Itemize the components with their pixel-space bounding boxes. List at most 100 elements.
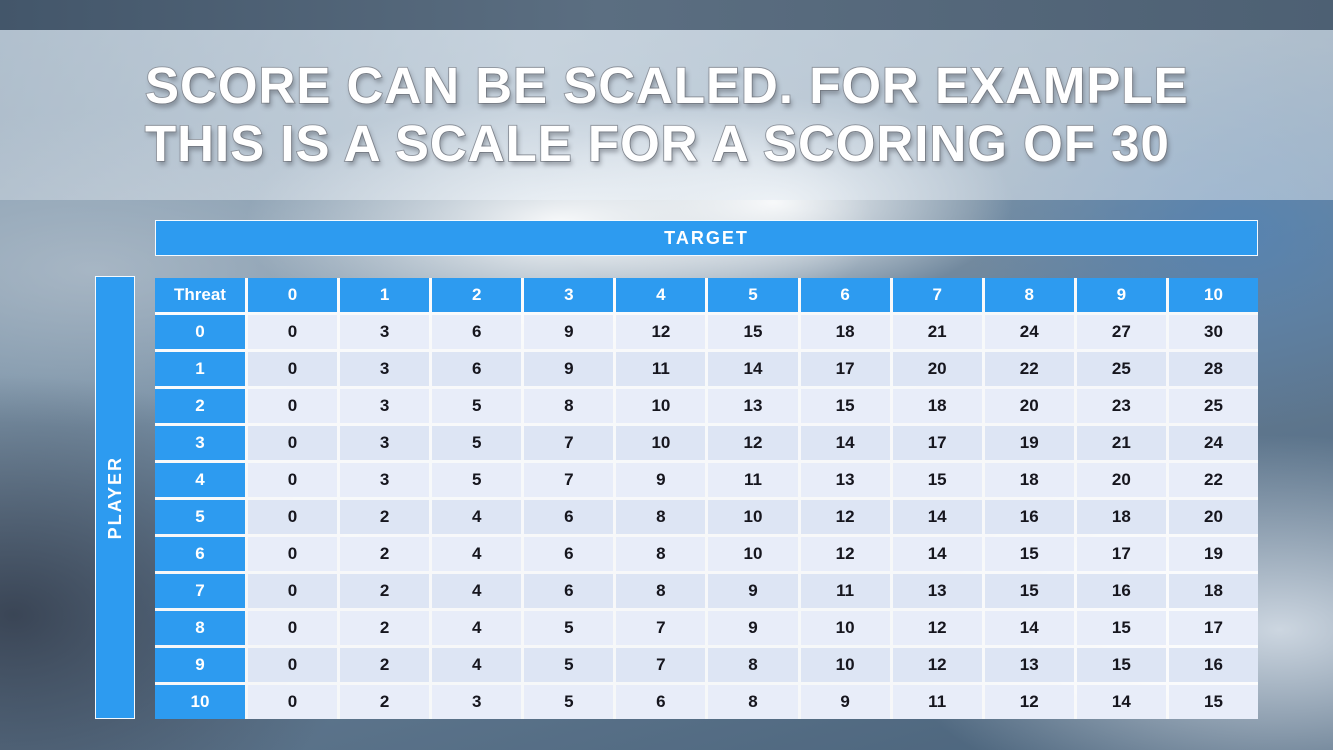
score-cell-5-3: 6 (524, 500, 614, 534)
score-cell-7-4: 8 (616, 574, 706, 608)
score-cell-4-2: 5 (432, 463, 522, 497)
score-cell-2-2: 5 (432, 389, 522, 423)
col-header-2: 2 (432, 278, 522, 312)
score-cell-10-6: 9 (800, 685, 890, 719)
score-cell-10-0: 0 (248, 685, 338, 719)
score-cell-2-7: 18 (892, 389, 982, 423)
score-cell-2-6: 15 (800, 389, 890, 423)
row-header-3: 3 (155, 426, 245, 460)
col-header-4: 4 (616, 278, 706, 312)
score-cell-9-10: 16 (1168, 648, 1258, 682)
score-cell-5-4: 8 (616, 500, 706, 534)
score-cell-9-2: 4 (432, 648, 522, 682)
score-cell-9-8: 13 (984, 648, 1074, 682)
col-header-7: 7 (892, 278, 982, 312)
score-cell-0-1: 3 (340, 315, 430, 349)
score-cell-0-5: 15 (708, 315, 798, 349)
score-cell-4-9: 20 (1076, 463, 1166, 497)
score-cell-7-9: 16 (1076, 574, 1166, 608)
score-cell-5-7: 14 (892, 500, 982, 534)
col-header-3: 3 (524, 278, 614, 312)
score-cell-1-8: 22 (984, 352, 1074, 386)
score-cell-1-9: 25 (1076, 352, 1166, 386)
score-cell-3-0: 0 (248, 426, 338, 460)
score-cell-7-7: 13 (892, 574, 982, 608)
score-cell-0-6: 18 (800, 315, 890, 349)
score-cell-1-0: 0 (248, 352, 338, 386)
score-cell-9-4: 7 (616, 648, 706, 682)
col-header-6: 6 (800, 278, 890, 312)
row-header-5: 5 (155, 500, 245, 534)
score-cell-6-3: 6 (524, 537, 614, 571)
row-header-1: 1 (155, 352, 245, 386)
score-cell-9-1: 2 (340, 648, 430, 682)
score-cell-4-10: 22 (1168, 463, 1258, 497)
score-cell-9-0: 0 (248, 648, 338, 682)
score-cell-7-1: 2 (340, 574, 430, 608)
score-cell-4-5: 11 (708, 463, 798, 497)
score-cell-0-8: 24 (984, 315, 1074, 349)
score-cell-2-0: 0 (248, 389, 338, 423)
score-cell-8-1: 2 (340, 611, 430, 645)
score-cell-2-4: 10 (616, 389, 706, 423)
score-cell-3-3: 7 (524, 426, 614, 460)
col-header-9: 9 (1076, 278, 1166, 312)
score-matrix-table: Threat 0 1 2 3 4 5 6 7 8 9 10 0 0 3 6 9 12 15 18 21 24 27 30 1 0 3… (155, 278, 1258, 719)
col-header-8: 8 (984, 278, 1074, 312)
score-cell-1-3: 9 (524, 352, 614, 386)
score-cell-8-5: 9 (708, 611, 798, 645)
row-header-10: 10 (155, 685, 245, 719)
score-cell-1-6: 17 (800, 352, 890, 386)
score-cell-6-1: 2 (340, 537, 430, 571)
score-cell-3-7: 17 (892, 426, 982, 460)
score-cell-6-4: 8 (616, 537, 706, 571)
slide-title: SCORE CAN BE SCALED. FOR EXAMPLE THIS IS… (0, 56, 1189, 172)
score-cell-5-0: 0 (248, 500, 338, 534)
target-axis-header: TARGET (155, 220, 1258, 256)
score-cell-10-3: 5 (524, 685, 614, 719)
score-cell-3-9: 21 (1076, 426, 1166, 460)
score-cell-4-3: 7 (524, 463, 614, 497)
col-header-10: 10 (1168, 278, 1258, 312)
score-cell-5-2: 4 (432, 500, 522, 534)
score-cell-8-8: 14 (984, 611, 1074, 645)
title-line-1: SCORE CAN BE SCALED. FOR EXAMPLE (144, 56, 1189, 115)
score-cell-8-4: 7 (616, 611, 706, 645)
score-cell-1-5: 14 (708, 352, 798, 386)
score-cell-0-2: 6 (432, 315, 522, 349)
score-cell-1-4: 11 (616, 352, 706, 386)
score-cell-9-7: 12 (892, 648, 982, 682)
top-accent-bar (0, 0, 1333, 30)
score-cell-3-8: 19 (984, 426, 1074, 460)
score-cell-8-9: 15 (1076, 611, 1166, 645)
score-cell-0-9: 27 (1076, 315, 1166, 349)
score-cell-1-1: 3 (340, 352, 430, 386)
score-cell-10-10: 15 (1168, 685, 1258, 719)
score-cell-2-5: 13 (708, 389, 798, 423)
score-cell-3-5: 12 (708, 426, 798, 460)
score-cell-10-7: 11 (892, 685, 982, 719)
score-cell-3-1: 3 (340, 426, 430, 460)
score-cell-10-9: 14 (1076, 685, 1166, 719)
row-header-7: 7 (155, 574, 245, 608)
score-cell-5-10: 20 (1168, 500, 1258, 534)
score-cell-9-5: 8 (708, 648, 798, 682)
score-cell-2-3: 8 (524, 389, 614, 423)
score-cell-0-4: 12 (616, 315, 706, 349)
score-cell-3-10: 24 (1168, 426, 1258, 460)
score-cell-3-2: 5 (432, 426, 522, 460)
score-cell-6-8: 15 (984, 537, 1074, 571)
row-header-4: 4 (155, 463, 245, 497)
score-cell-4-0: 0 (248, 463, 338, 497)
score-cell-4-8: 18 (984, 463, 1074, 497)
score-cell-6-9: 17 (1076, 537, 1166, 571)
title-band: SCORE CAN BE SCALED. FOR EXAMPLE THIS IS… (0, 30, 1333, 200)
score-cell-7-0: 0 (248, 574, 338, 608)
row-header-0: 0 (155, 315, 245, 349)
row-header-9: 9 (155, 648, 245, 682)
score-cell-8-0: 0 (248, 611, 338, 645)
target-label-text: TARGET (664, 227, 749, 248)
score-cell-8-6: 10 (800, 611, 890, 645)
score-cell-0-7: 21 (892, 315, 982, 349)
score-cell-6-2: 4 (432, 537, 522, 571)
